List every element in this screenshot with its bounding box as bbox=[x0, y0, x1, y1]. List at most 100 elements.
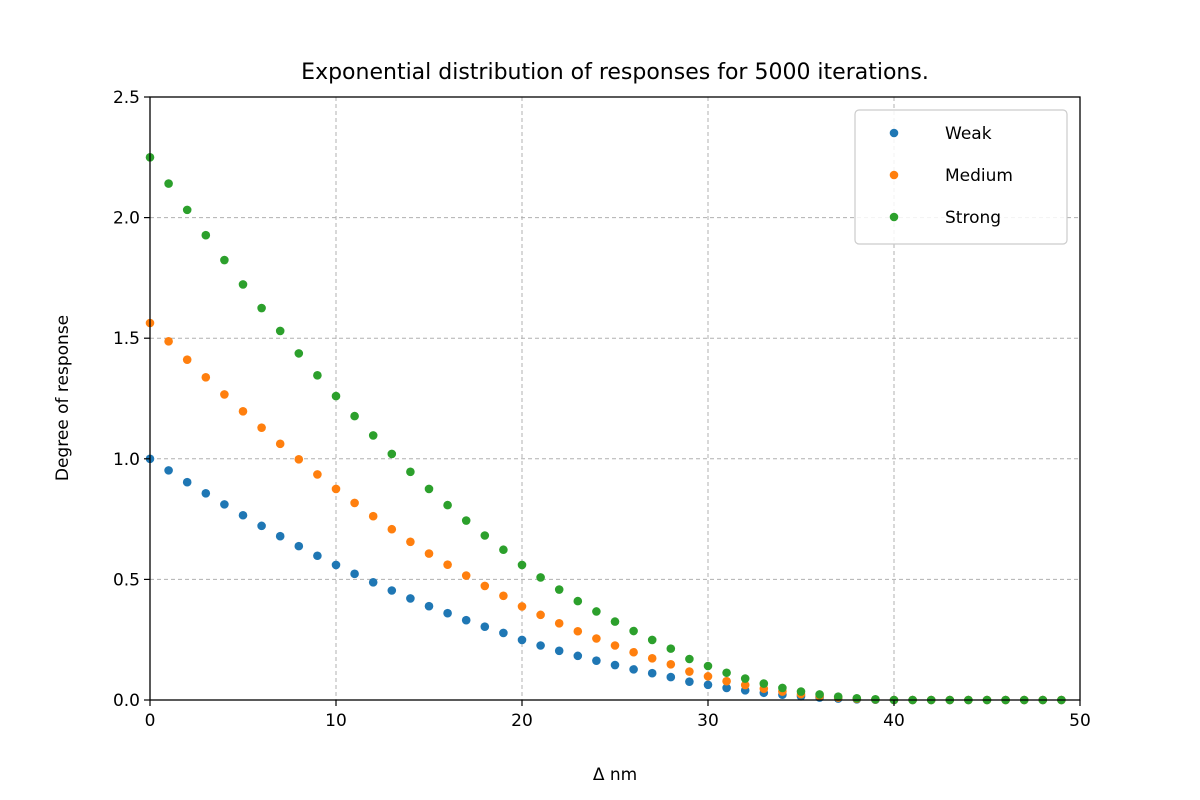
point-strong bbox=[666, 644, 676, 653]
x-tick-label: 20 bbox=[511, 711, 533, 731]
point-strong bbox=[387, 449, 397, 459]
point-strong bbox=[164, 179, 173, 188]
point-weak bbox=[499, 628, 508, 638]
point-strong bbox=[201, 230, 211, 240]
point-strong bbox=[220, 255, 229, 265]
point-medium bbox=[257, 423, 266, 432]
point-strong bbox=[852, 694, 862, 703]
point-medium bbox=[740, 680, 750, 690]
x-tick-label: 30 bbox=[697, 711, 719, 731]
legend-label-medium: Medium bbox=[945, 166, 1013, 186]
point-medium bbox=[647, 653, 657, 663]
point-strong bbox=[759, 679, 769, 688]
point-weak bbox=[368, 577, 378, 587]
point-medium bbox=[480, 581, 490, 591]
legend-label-strong: Strong bbox=[945, 208, 1001, 228]
point-strong bbox=[257, 303, 266, 313]
point-medium bbox=[554, 618, 564, 628]
point-weak bbox=[536, 641, 545, 650]
point-weak bbox=[220, 500, 229, 509]
point-weak bbox=[424, 601, 434, 611]
legend-label-weak: Weak bbox=[945, 124, 992, 144]
point-medium bbox=[517, 602, 527, 611]
point-weak bbox=[629, 665, 638, 674]
point-medium bbox=[685, 667, 694, 676]
point-weak bbox=[331, 560, 341, 570]
x-tick-label: 50 bbox=[1069, 711, 1091, 731]
point-weak bbox=[722, 683, 731, 693]
point-strong bbox=[629, 626, 638, 636]
y-tick-label: 0.5 bbox=[113, 570, 140, 590]
point-medium bbox=[499, 591, 508, 601]
point-strong bbox=[554, 585, 564, 594]
point-weak bbox=[201, 488, 211, 498]
point-strong bbox=[703, 661, 713, 671]
point-weak bbox=[238, 510, 248, 520]
point-weak bbox=[610, 660, 620, 670]
point-weak bbox=[666, 672, 676, 682]
x-tick-label: 10 bbox=[325, 711, 347, 731]
point-medium bbox=[275, 439, 285, 449]
point-strong bbox=[722, 668, 731, 678]
point-strong bbox=[685, 654, 694, 664]
point-strong bbox=[499, 545, 508, 555]
point-strong bbox=[238, 280, 248, 289]
point-strong bbox=[406, 467, 415, 477]
point-medium bbox=[573, 626, 583, 636]
point-strong bbox=[275, 326, 285, 336]
point-weak bbox=[164, 466, 173, 475]
point-weak bbox=[461, 615, 471, 625]
series-strong bbox=[145, 153, 1066, 705]
point-strong bbox=[461, 516, 471, 525]
point-medium bbox=[238, 406, 248, 416]
point-medium bbox=[461, 571, 471, 580]
point-strong bbox=[182, 205, 192, 215]
point-medium bbox=[164, 337, 173, 346]
point-medium bbox=[182, 355, 192, 364]
y-axis-label: Degree of response bbox=[53, 315, 73, 481]
point-medium bbox=[406, 537, 415, 547]
point-weak bbox=[592, 656, 601, 665]
legend-marker-strong bbox=[889, 212, 899, 222]
point-medium bbox=[331, 484, 341, 494]
axis-ticks: 0 10 20 30 40 50 0.0 0.5 1.0 1.5 2.0 2.5 bbox=[113, 88, 1091, 731]
point-weak bbox=[406, 594, 415, 603]
point-strong bbox=[536, 573, 545, 582]
plot-frame bbox=[149, 96, 1081, 701]
point-strong bbox=[647, 635, 657, 645]
y-tick-label: 1.0 bbox=[113, 450, 140, 470]
point-weak bbox=[350, 569, 359, 579]
point-weak bbox=[703, 680, 713, 690]
point-medium bbox=[424, 549, 434, 558]
point-medium bbox=[294, 454, 304, 464]
point-medium bbox=[629, 647, 638, 657]
legend-box bbox=[854, 109, 1068, 245]
point-weak bbox=[517, 635, 527, 645]
point-strong bbox=[833, 692, 843, 701]
point-strong bbox=[424, 484, 434, 494]
point-medium bbox=[220, 390, 229, 399]
point-weak bbox=[294, 541, 304, 551]
point-medium bbox=[350, 498, 359, 508]
point-medium bbox=[313, 470, 322, 479]
point-medium bbox=[201, 372, 211, 382]
point-strong bbox=[443, 500, 452, 510]
point-strong bbox=[610, 617, 620, 626]
chart-title: Exponential distribution of responses fo… bbox=[301, 60, 929, 85]
point-strong bbox=[294, 349, 304, 358]
legend: Weak Medium Strong bbox=[854, 109, 1068, 245]
point-medium bbox=[722, 676, 731, 686]
point-strong bbox=[331, 391, 341, 401]
point-strong bbox=[740, 674, 750, 683]
point-medium bbox=[610, 641, 620, 650]
y-tick-label: 2.0 bbox=[113, 209, 140, 229]
point-weak bbox=[257, 521, 266, 531]
point-medium bbox=[703, 672, 713, 681]
point-medium bbox=[387, 524, 397, 534]
point-strong bbox=[871, 694, 880, 704]
y-tick-label: 0.0 bbox=[113, 691, 140, 711]
legend-marker-medium bbox=[889, 170, 899, 180]
data-points bbox=[145, 153, 1066, 705]
x-tick-label: 0 bbox=[145, 711, 156, 731]
